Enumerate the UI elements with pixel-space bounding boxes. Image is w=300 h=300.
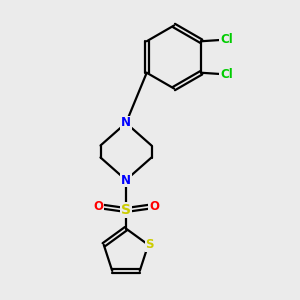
Text: N: N <box>121 173 131 187</box>
Text: O: O <box>93 200 103 213</box>
Text: O: O <box>149 200 159 213</box>
Text: S: S <box>146 238 154 251</box>
Text: Cl: Cl <box>220 68 233 81</box>
Text: S: S <box>121 203 131 217</box>
Text: Cl: Cl <box>220 33 233 46</box>
Text: N: N <box>121 116 131 130</box>
